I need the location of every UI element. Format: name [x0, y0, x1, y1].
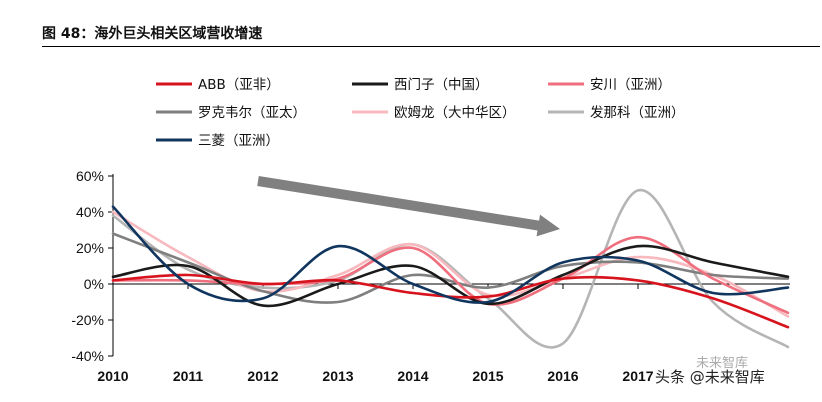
y-tick-label-4: -20%: [71, 312, 104, 328]
y-tick-label-2: 20%: [76, 240, 104, 256]
legend-label-0: ABB（亚非）: [198, 77, 280, 93]
chart-legend: ABB（亚非） 西门子（中国） 安川（亚洲） 罗克韦尔（亚太） 欧姆龙（大中华区） 发那科…: [156, 77, 685, 149]
series-line-4: [111, 210, 790, 318]
legend-label-4: 欧姆龙（大中华区）: [394, 105, 516, 121]
trend-arrow-icon: [257, 176, 560, 237]
legend-label-2: 安川（亚洲）: [590, 77, 671, 93]
legend-label-3: 罗克韦尔（亚太）: [198, 105, 306, 121]
y-tick-label-1: 40%: [76, 204, 104, 220]
y-tick-label-5: -40%: [71, 348, 104, 364]
figure-title: 图 48：海外巨头相关区域营收增速: [42, 26, 263, 42]
chart-series: [111, 189, 790, 349]
x-tick-label-4: 2014: [397, 368, 428, 384]
series-line-2: [111, 235, 790, 315]
y-tick-label-0: 60%: [76, 168, 104, 184]
x-tick-label-5: 2015: [472, 368, 503, 384]
series-line-1: [111, 244, 790, 308]
legend-label-5: 发那科（亚洲）: [590, 105, 685, 121]
trend-arrow: [257, 176, 560, 237]
x-tick-label-6: 2016: [547, 368, 578, 384]
x-tick-label-0: 2010: [97, 368, 128, 384]
y-tick-label-3: 0%: [84, 276, 104, 292]
legend-label-6: 三菱（亚洲）: [198, 133, 279, 149]
watermark: 头条 @未来智库: [655, 368, 765, 386]
series-line-6: [111, 205, 790, 304]
x-tick-label-7: 2017: [622, 368, 653, 384]
x-tick-label-1: 2011: [173, 368, 204, 384]
x-tick-label-2: 2012: [247, 368, 278, 384]
legend-label-1: 西门子（中国）: [394, 77, 489, 93]
x-tick-label-3: 2013: [322, 368, 353, 384]
figure-title-bar: 图 48：海外巨头相关区域营收增速: [42, 20, 820, 47]
trend-arrow-shape: [257, 176, 560, 237]
watermark-top: 未来智库: [696, 356, 749, 371]
chart-axes: 60% 40% 20% 0% -20% -40% 2010 2011 2012 2013 2014 2…: [71, 168, 790, 384]
